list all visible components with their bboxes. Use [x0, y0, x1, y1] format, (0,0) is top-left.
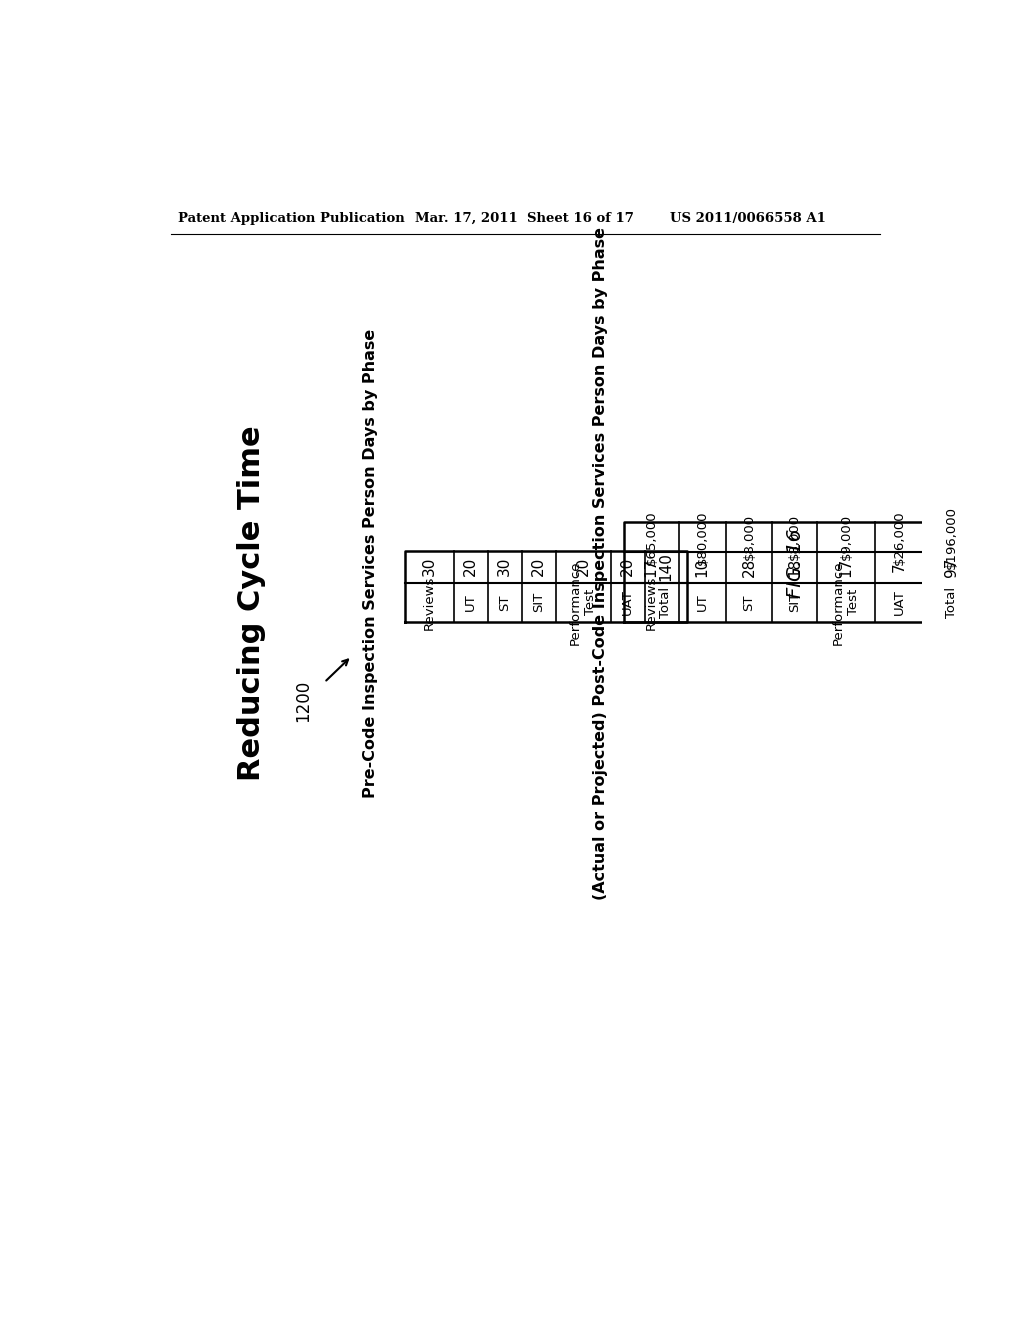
Text: FIG. 16: FIG. 16: [785, 528, 805, 598]
Text: 30: 30: [422, 557, 437, 577]
Text: 20: 20: [621, 557, 635, 577]
Text: $9,000: $9,000: [840, 515, 853, 561]
Text: (Actual or Projected) Post-Code Inspection Services Person Days by Phase: (Actual or Projected) Post-Code Inspecti…: [594, 227, 608, 899]
Text: 140: 140: [658, 552, 673, 581]
Text: 20: 20: [463, 557, 478, 577]
Text: 17: 17: [839, 558, 854, 577]
Text: Total: Total: [659, 587, 672, 618]
Text: Reviews: Reviews: [645, 576, 657, 630]
Text: 30: 30: [498, 557, 512, 577]
Text: UAT: UAT: [893, 590, 906, 615]
Text: ST: ST: [498, 594, 511, 611]
Text: ST: ST: [742, 594, 756, 611]
Text: Patent Application Publication: Patent Application Publication: [178, 213, 406, 224]
Text: SIT: SIT: [532, 593, 545, 612]
Text: 7: 7: [892, 562, 907, 573]
Text: 97: 97: [944, 558, 958, 577]
Text: Reviews: Reviews: [423, 576, 436, 630]
Text: 17: 17: [644, 558, 658, 577]
Text: $8,000: $8,000: [788, 515, 801, 561]
Text: Reducing Cycle Time: Reducing Cycle Time: [237, 425, 266, 781]
Text: Mar. 17, 2011  Sheet 16 of 17: Mar. 17, 2011 Sheet 16 of 17: [415, 213, 634, 224]
Text: Pre-Code Inspection Services Person Days by Phase: Pre-Code Inspection Services Person Days…: [362, 329, 378, 797]
Text: Performance
Test: Performance Test: [569, 560, 597, 644]
Text: $80,000: $80,000: [695, 510, 709, 565]
Text: 18: 18: [787, 558, 802, 577]
Text: 20: 20: [531, 557, 546, 577]
Text: US 2011/0066558 A1: US 2011/0066558 A1: [671, 213, 826, 224]
Text: UT: UT: [464, 594, 477, 611]
Text: Total: Total: [945, 587, 957, 618]
Text: $65,000: $65,000: [645, 510, 657, 565]
Text: UT: UT: [695, 594, 709, 611]
Text: $8,000: $8,000: [742, 515, 756, 561]
Text: SIT: SIT: [788, 593, 801, 612]
Text: 28: 28: [741, 558, 757, 577]
Text: $196,000: $196,000: [945, 506, 957, 569]
Text: 1200: 1200: [294, 680, 312, 722]
Text: 20: 20: [575, 557, 591, 577]
Text: $26,000: $26,000: [893, 510, 906, 565]
Text: UAT: UAT: [622, 590, 634, 615]
Text: 10: 10: [694, 558, 710, 577]
Text: Performance
Test: Performance Test: [833, 560, 860, 644]
